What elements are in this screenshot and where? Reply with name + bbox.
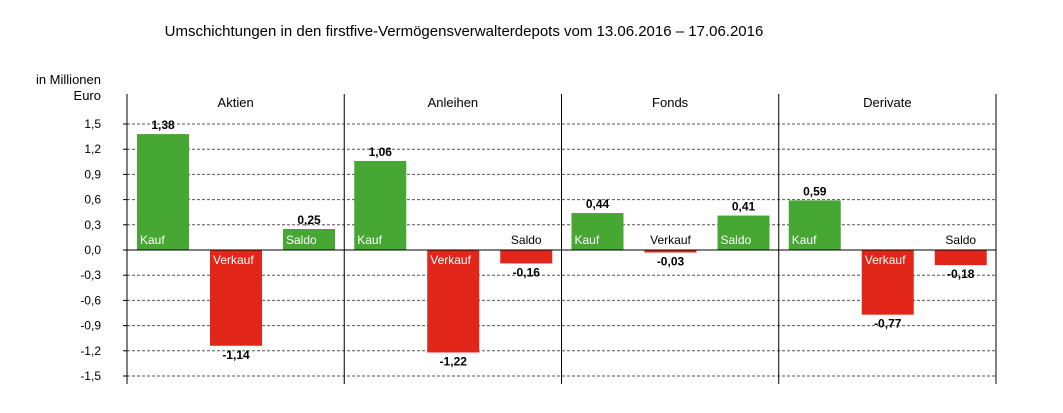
y-tick-label: 0,9: [84, 167, 101, 181]
series-label: Saldo: [721, 233, 752, 247]
value-label: 0,44: [586, 197, 610, 211]
value-label: 1,38: [151, 118, 175, 132]
value-label: -0,03: [657, 255, 685, 269]
bar-verkauf: [427, 250, 480, 353]
series-label: Verkauf: [213, 253, 254, 267]
y-tick-label: -1,5: [80, 369, 101, 383]
value-label: -0,18: [947, 267, 975, 281]
group-label: Derivate: [863, 95, 911, 110]
bar-kauf: [354, 160, 407, 250]
bar-groups: Aktien1,38Kauf-1,14Verkauf0,25SaldoAnlei…: [137, 95, 987, 368]
bar-saldo: [717, 215, 770, 250]
series-label: Kauf: [357, 233, 382, 247]
y-tick-label: 0,0: [84, 243, 101, 257]
value-label: 0,41: [732, 200, 756, 214]
series-label: Saldo: [511, 233, 542, 247]
y-tick-label: 0,3: [84, 218, 101, 232]
value-label: -0,77: [874, 317, 902, 331]
value-label: -0,16: [513, 265, 541, 279]
group-dividers: [126, 94, 997, 384]
series-label: Verkauf: [865, 253, 906, 267]
y-tick-label: 1,5: [84, 117, 101, 131]
group-label: Fonds: [652, 95, 689, 110]
bar-group-derivate: Derivate 0,59 Kauf -0,77 Verkauf -0,18 Saldo: [788, 95, 987, 331]
bar-saldo: [283, 229, 335, 250]
value-label: -1,22: [440, 354, 468, 368]
series-label: Verkauf: [650, 233, 691, 247]
y-tick-label: 1,2: [84, 142, 101, 156]
series-label: Saldo: [286, 233, 317, 247]
bar-group-anleihen: Anleihen 1,06 Kauf -1,22 Verkauf -0,16 Saldo: [354, 95, 553, 368]
series-label: Kauf: [140, 233, 165, 247]
series-label: Kauf: [792, 233, 817, 247]
y-tick-label: -1,2: [80, 344, 101, 358]
y-tick-label: 0,6: [84, 193, 101, 207]
value-label: 0,59: [803, 184, 827, 198]
series-label: Kauf: [575, 233, 600, 247]
bar-saldo: [934, 250, 987, 266]
value-label: 1,06: [369, 145, 393, 159]
y-tick-label: -0,3: [80, 268, 101, 282]
y-tick-label: -0,9: [80, 319, 101, 333]
value-label: -1,14: [222, 348, 250, 362]
y-axis-ticks: 1,5 1,2 0,9 0,6 0,3 0,0 -0,3 -0,6 -0,9 -1,2 -1,5: [80, 117, 127, 383]
value-label: 0,25: [297, 213, 321, 227]
y-axis-label-line-2: Euro: [74, 88, 101, 103]
chart-title: Umschichtungen in den firstfive-Vermögen…: [165, 23, 764, 40]
bar-kauf: [788, 200, 841, 250]
y-tick-label: -0,6: [80, 293, 101, 307]
group-label: Aktien: [218, 95, 254, 110]
bar-verkauf: [644, 250, 697, 253]
bar-kauf: [137, 134, 189, 250]
bar-group-aktien: Aktien 1,38 Kauf -1,14 Verkauf 0,25 Saldo: [137, 95, 335, 362]
series-label: Verkauf: [430, 253, 471, 267]
bar-kauf: [571, 213, 624, 250]
series-label: Saldo: [945, 233, 976, 247]
bar-verkauf: [210, 250, 262, 346]
y-axis-label-line-1: in Millionen: [36, 72, 101, 87]
bar-group-fonds: Fonds 0,44 Kauf -0,03 Verkauf 0,41 Saldo: [571, 95, 770, 269]
bar-verkauf: [861, 250, 914, 315]
group-label: Anleihen: [428, 95, 479, 110]
bar-saldo: [500, 250, 553, 264]
